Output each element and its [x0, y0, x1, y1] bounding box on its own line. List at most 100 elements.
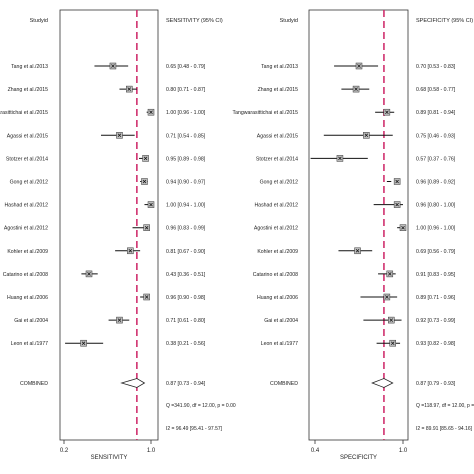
study-label: Gong et al./2012 [260, 180, 298, 186]
estimate-label: 0.68 [0.58 - 0.77] [416, 87, 456, 93]
study-point-mark [385, 295, 389, 299]
study-point-mark [87, 272, 91, 276]
study-point-mark [111, 64, 115, 68]
study-point-mark [117, 318, 122, 322]
study-point-mark [338, 156, 342, 161]
combined-estimate-label: 0.87 [0.79 - 0.93] [416, 381, 456, 387]
estimate-label: 0.91 [0.83 - 0.95] [416, 272, 456, 278]
study-label: Kohler et al./2009 [257, 249, 298, 255]
study-label: Tang et al./2013 [261, 64, 298, 70]
header-studyid: Studyid [30, 18, 48, 24]
study-point-mark [364, 133, 369, 138]
study-label: Gai et al./2004 [14, 318, 48, 324]
header-estimate: SPECIFICITY (95% CI) [416, 18, 473, 24]
estimate-label: 0.89 [0.71 - 0.96] [416, 295, 456, 301]
heterogeneity-i2: I2 = 89.91 [85.65 - 94.16] [416, 426, 473, 432]
x-tick-label: 0.2 [60, 448, 69, 454]
study-point-mark [355, 249, 360, 253]
heterogeneity-q: Q =341.90, df = 12.00, p = 0.00 [166, 403, 236, 409]
estimate-label: 0.96 [0.80 - 1.00] [416, 203, 456, 209]
heterogeneity-i2: I2 = 96.49 [95.41 - 97.57] [166, 426, 223, 432]
estimate-label: 0.38 [0.21 - 0.56] [166, 341, 206, 347]
study-point-mark [395, 202, 399, 207]
study-point-mark [128, 249, 133, 253]
estimate-label: 0.93 [0.82 - 0.98] [416, 341, 456, 347]
x-axis-label: SENSITIVITY [91, 455, 128, 461]
x-axis-label: SPECIFICITY [340, 455, 377, 461]
study-point-mark [81, 341, 86, 345]
x-tick-label: 1.0 [399, 448, 408, 454]
study-point-mark [395, 179, 399, 184]
study-label: Catarino et al./2008 [3, 272, 48, 278]
plot-frame [59, 9, 159, 441]
estimate-label: 0.95 [0.89 - 0.98] [166, 156, 206, 162]
study-label: Agassi et al./2015 [7, 133, 48, 139]
study-label: Huang et al./2006 [257, 295, 298, 301]
study-label: Gai et al./2004 [264, 318, 298, 324]
study-label: Kohler et al./2009 [7, 249, 48, 255]
study-point-mark [149, 202, 153, 207]
estimate-label: 0.75 [0.46 - 0.93] [416, 133, 456, 139]
heterogeneity-q: Q =118.97, df = 12.00, p = 0.00 [416, 403, 474, 409]
study-point-mark [354, 87, 358, 91]
estimate-label: 0.81 [0.67 - 0.90] [166, 249, 206, 255]
estimate-label: 1.00 [0.96 - 1.00] [416, 226, 456, 232]
estimate-label: 0.57 [0.37 - 0.76] [416, 156, 456, 162]
estimate-label: 0.96 [0.83 - 0.99] [166, 226, 206, 232]
estimate-label: 1.00 [0.96 - 1.00] [166, 110, 206, 116]
study-point-mark [149, 110, 153, 114]
combined-diamond [120, 378, 146, 388]
study-label: Zhang et al./2015 [8, 87, 48, 93]
study-point-mark [389, 318, 394, 322]
study-label: Gong et al./2012 [10, 180, 48, 186]
study-label: Huang et al./2006 [7, 295, 48, 301]
study-point-mark [127, 87, 131, 91]
study-point-mark [144, 295, 149, 299]
study-label: Stotzer et al./2014 [6, 156, 48, 162]
estimate-label: 0.71 [0.54 - 0.85] [166, 133, 206, 139]
x-tick-label: 0.4 [311, 448, 320, 454]
study-point-mark [117, 133, 122, 138]
study-label: Catarino et al./2008 [253, 272, 298, 278]
study-label: Agassi et al./2015 [257, 133, 298, 139]
study-point-mark [385, 110, 389, 114]
study-point-mark [357, 64, 361, 68]
estimate-label: 0.70 [0.53 - 0.83] [416, 64, 456, 70]
study-point-mark [143, 156, 148, 161]
combined-estimate-label: 0.87 [0.73 - 0.94] [166, 381, 206, 387]
study-point-mark [142, 179, 147, 184]
estimate-label: 0.92 [0.73 - 0.99] [416, 318, 456, 324]
estimate-label: 0.69 [0.56 - 0.79] [416, 249, 456, 255]
study-label: Stotzer et al./2014 [256, 156, 298, 162]
study-label: Tang et al./2013 [11, 64, 48, 70]
estimate-label: 0.71 [0.61 - 0.80] [166, 318, 206, 324]
combined-diamond [371, 378, 394, 388]
x-tick-label: 1.0 [147, 448, 156, 454]
estimate-label: 0.89 [0.81 - 0.94] [416, 110, 456, 116]
study-label: Hashad et al./2012 [4, 203, 48, 209]
study-label: Zhang et al./2015 [258, 87, 298, 93]
study-point-mark [401, 225, 405, 230]
study-label: Tangwarasittichai et al./2015 [0, 110, 48, 116]
study-label: Agostini et al./2012 [4, 226, 48, 232]
study-label: Leon et al./1977 [11, 341, 48, 347]
plot-frame [308, 9, 409, 441]
study-label: Hashad et al./2012 [254, 203, 298, 209]
estimate-label: 0.96 [0.90 - 0.98] [166, 295, 206, 301]
estimate-label: 0.65 [0.48 - 0.79] [166, 64, 206, 70]
study-point-mark [144, 225, 149, 230]
study-label: Leon et al./1977 [261, 341, 298, 347]
estimate-label: 0.43 [0.36 - 0.51] [166, 272, 206, 278]
estimate-label: 0.96 [0.89 - 0.92] [416, 180, 456, 186]
header-estimate: SENSITIVITY (95% CI) [166, 18, 223, 24]
estimate-label: 1.00 [0.94 - 1.00] [166, 203, 206, 209]
combined-label: COMBINED [20, 381, 48, 387]
estimate-label: 0.94 [0.90 - 0.97] [166, 180, 206, 186]
estimate-label: 0.80 [0.71 - 0.87] [166, 87, 206, 93]
study-label: Agostini et al./2012 [254, 226, 298, 232]
header-studyid: Studyid [280, 18, 298, 24]
study-point-mark [390, 341, 395, 345]
study-point-mark [388, 272, 392, 276]
study-label: Tangwarasittichai et al./2015 [233, 110, 299, 116]
